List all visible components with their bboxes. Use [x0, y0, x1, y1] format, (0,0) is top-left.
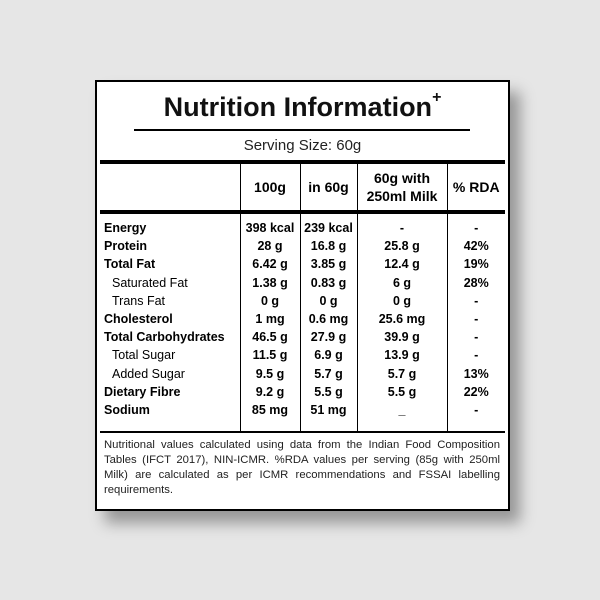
cell-value: 28 g [239, 237, 300, 256]
title: Nutrition Information+ [97, 89, 508, 123]
cell-value: - [446, 346, 505, 365]
cell-value: 239 kcal [299, 212, 357, 238]
cell-value: - [356, 212, 447, 238]
cell-value: 5.5 g [356, 382, 447, 401]
cell-value: 85 mg [239, 400, 300, 434]
cell-value: 19% [446, 255, 505, 274]
cell-value: 28% [446, 273, 505, 292]
cell-value: 9.2 g [239, 382, 300, 401]
row-label: Dietary Fibre [104, 384, 181, 399]
row-label: Sodium [100, 400, 240, 434]
cell-value: 13.9 g [356, 346, 447, 365]
table-row: Cholesterol 1 mg 0.6 mg 25.6 mg - [100, 309, 505, 329]
cell-value: 398 kcal [239, 212, 300, 238]
cell-value: 22% [446, 382, 505, 401]
table-row: Sodium 85 mg 51 mg _ - [100, 400, 505, 434]
cell-value: 13% [446, 364, 505, 383]
table-row: Total Carbohydrates 46.5 g 27.9 g 39.9 g- [100, 328, 505, 347]
row-label: Total Sugar [112, 348, 176, 363]
header-row: 100g in 60g 60g with 250ml Milk% RDA [100, 160, 505, 214]
cell-value: 1.38 g [239, 273, 300, 292]
cell-value: - [446, 400, 505, 434]
cell-value: 6 g [356, 273, 447, 292]
footnote: Nutritional values calculated using data… [104, 439, 500, 496]
nutrition-table: 100g in 60g 60g with 250ml Milk% RDA Energ… [100, 160, 505, 434]
table-row: Energy 398 kcal 239 kcal - - [100, 212, 505, 238]
cell-value: - [446, 212, 505, 238]
cell-value: 5.7 g [356, 364, 447, 383]
serving-size: Serving Size: 60g [243, 137, 362, 154]
column-header: 100g [239, 160, 300, 214]
cell-value: - [446, 309, 505, 329]
table-row: Total Sugar 11.5 g 6.9 g 13.9 g- [100, 346, 505, 365]
cell-value: 6.42 g [239, 255, 300, 274]
row-label: Energy [104, 221, 147, 236]
table-wrap: 100g in 60g 60g with 250ml Milk% RDA Energ… [97, 160, 508, 434]
header-cell [100, 160, 240, 214]
cell-value: 16.8 g [299, 237, 357, 256]
cell-value: 1 mg [239, 309, 300, 329]
table-row: Protein 28 g 16.8 g 25.8 g 42% [100, 237, 505, 256]
column-header: % RDA [446, 160, 505, 214]
cell-value: 25.6 mg [356, 309, 447, 329]
cell-value: - [446, 291, 505, 310]
cell-value: 3.85 g [299, 255, 357, 274]
cell-value: 9.5 g [239, 364, 300, 383]
cell-value: 12.4 g [356, 255, 447, 274]
row-label: Cholesterol [104, 312, 173, 327]
nutrition-label: Nutrition Information+ Serving Size: 60g… [95, 80, 510, 511]
cell-value: 5.7 g [299, 364, 357, 383]
cell-value: 11.5 g [239, 346, 300, 365]
table-row: Total Fat 6.42 g 3.85 g 12.4 g 19% [100, 255, 505, 274]
column-header: in 60g [299, 160, 357, 214]
title-text: Nutrition Information [163, 92, 433, 122]
row-label: Protein [104, 239, 148, 254]
row-label: Trans Fat [112, 293, 166, 308]
cell-value: 39.9 g [356, 328, 447, 347]
row-label: Added Sugar [112, 366, 185, 381]
title-rule [134, 129, 470, 131]
title-mark: + [432, 89, 442, 106]
table-row: Added Sugar 9.5 g 5.7 g 5.7 g 13% [100, 364, 505, 383]
cell-value: 0 g [356, 291, 447, 310]
cell-value: 0 g [239, 291, 300, 310]
cell-value: 0.83 g [299, 273, 357, 292]
cell-value: 0.6 mg [299, 309, 357, 329]
cell-value: 42% [446, 237, 505, 256]
cell-value: 51 mg [299, 400, 357, 434]
cell-value: 5.5 g [299, 382, 357, 401]
cell-value: 25.8 g [356, 237, 447, 256]
cell-value: _ [356, 400, 447, 434]
column-header: 60g with 250ml Milk [356, 160, 447, 214]
table-body: Energy 398 kcal 239 kcal - - Protein 28 g 16.8 … [100, 212, 505, 434]
cell-value: 0 g [299, 291, 357, 310]
cell-value: - [446, 328, 505, 347]
row-label: Saturated Fat [112, 275, 188, 290]
row-label: Total Fat [104, 257, 156, 272]
table-row: Dietary Fibre 9.2 g 5.5 g 5.5 g 22% [100, 382, 505, 401]
cell-value: 46.5 g [239, 328, 300, 347]
cell-value: 6.9 g [299, 346, 357, 365]
row-label: Total Carbohydrates [104, 330, 225, 345]
cell-value: 27.9 g [299, 328, 357, 347]
